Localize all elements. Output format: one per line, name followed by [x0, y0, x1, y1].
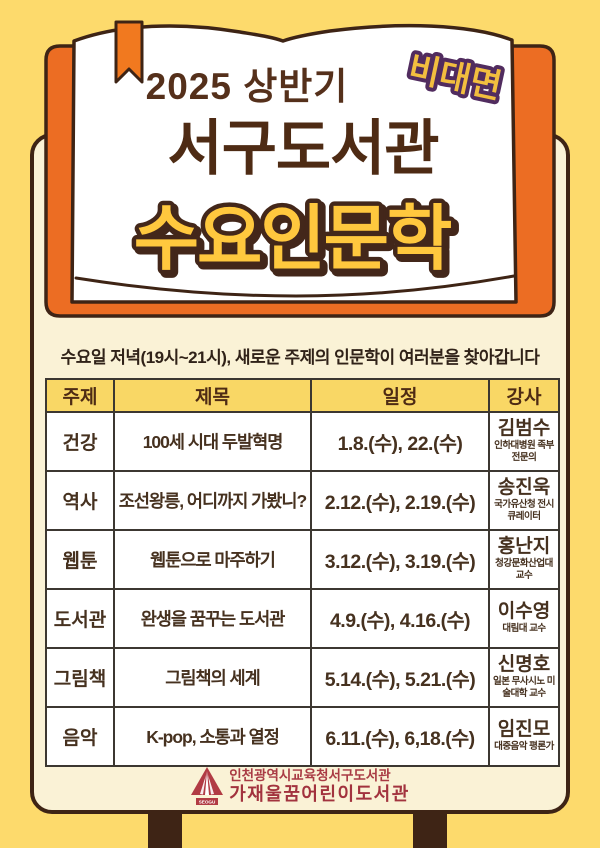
page-bottom-curve	[74, 274, 516, 298]
library-logo-icon: SEOGU	[191, 767, 224, 805]
footer-branding: SEOGU 인천광역시교육청서구도서관 가재울꿈어린이도서관	[34, 766, 566, 808]
cell-schedule: 5.14.(수), 5.21.(수)	[310, 647, 490, 708]
cell-schedule: 6.11.(수), 6,18.(수)	[310, 706, 490, 767]
cell-topic: 웹툰	[45, 529, 115, 590]
lecturer-name: 이수영	[497, 600, 551, 622]
cell-topic: 건강	[45, 411, 115, 472]
schedule-table-wrap: 주제 제목 일정 강사 건강 100세 시대 두발혁명 1.8.(수), 22.…	[45, 378, 560, 767]
logo-text: SEOGU	[199, 799, 216, 804]
org-name-line1: 인천광역시교육청서구도서관	[229, 768, 391, 784]
cell-lecturer: 김범수 인하대병원 족부전문의	[488, 411, 560, 472]
cell-title: 그림책의 세계	[113, 647, 312, 708]
cell-topic: 음악	[45, 706, 115, 767]
table-row: 음악 K-pop, 소통과 열정 6.11.(수), 6,18.(수) 임진모 …	[45, 706, 560, 767]
cell-schedule: 4.9.(수), 4.16.(수)	[310, 588, 490, 649]
cell-title: 웹툰으로 마주하기	[113, 529, 312, 590]
col-header-topic: 주제	[45, 378, 115, 413]
lecturer-affiliation: 청강문화산업대 교수	[495, 557, 553, 581]
col-header-schedule: 일정	[310, 378, 490, 413]
org-name-line2: 가재울꿈어린이도서관	[229, 784, 410, 805]
col-header-title: 제목	[113, 378, 312, 413]
cell-schedule: 2.12.(수), 2.19.(수)	[310, 470, 490, 531]
stand-leg-left	[148, 810, 182, 848]
season-title: 2025 상반기	[146, 66, 349, 107]
book-illustration: 2025 상반기 서구도서관 수요인문학 수요인문학 비대면	[44, 20, 556, 318]
cell-topic: 그림책	[45, 647, 115, 708]
table-header-row: 주제 제목 일정 강사	[45, 378, 560, 413]
cell-lecturer: 임진모 대중음악 평론가	[488, 706, 560, 767]
lecturer-name: 김범수	[497, 417, 551, 439]
poster-subtitle: 수요일 저녁(19시~21시), 새로운 주제의 인문학이 여러분을 찾아갑니다	[60, 348, 540, 367]
lecturer-affiliation: 국가유산청 전시 큐레이터	[494, 498, 554, 522]
cell-title: 100세 시대 두발혁명	[113, 411, 312, 472]
table-row: 그림책 그림책의 세계 5.14.(수), 5.21.(수) 신명호 일본 무사…	[45, 647, 560, 708]
lecturer-affiliation: 일본 무사시노 미술대학 교수	[493, 675, 555, 699]
lecturer-name: 임진모	[497, 718, 551, 740]
cell-schedule: 3.12.(수), 3.19.(수)	[310, 529, 490, 590]
lecturer-name: 신명호	[497, 653, 551, 675]
cell-lecturer: 이수영 대림대 교수	[488, 588, 560, 649]
lecturer-affiliation: 인하대병원 족부전문의	[494, 439, 554, 463]
cell-title: 완생을 꿈꾸는 도서관	[113, 588, 312, 649]
cell-title: 조선왕릉, 어디까지 가봤니?	[113, 470, 312, 531]
book-pages	[70, 23, 518, 304]
stand-leg-right	[413, 810, 447, 848]
lecturer-affiliation: 대중음악 평론가	[494, 740, 554, 752]
bookmark-ribbon-icon	[114, 20, 144, 84]
table-row: 건강 100세 시대 두발혁명 1.8.(수), 22.(수) 김범수 인하대병…	[45, 411, 560, 472]
schedule-table: 주제 제목 일정 강사 건강 100세 시대 두발혁명 1.8.(수), 22.…	[45, 378, 560, 767]
cell-topic: 역사	[45, 470, 115, 531]
cell-title: K-pop, 소통과 열정	[113, 706, 312, 767]
footer-text: 인천광역시교육청서구도서관 가재울꿈어린이도서관	[229, 768, 410, 806]
lecturer-affiliation: 대림대 교수	[502, 622, 546, 634]
program-title-shadow: 수요인문학	[137, 203, 454, 282]
table-row: 웹툰 웹툰으로 마주하기 3.12.(수), 3.19.(수) 홍난지 청강문화…	[45, 529, 560, 590]
cell-lecturer: 신명호 일본 무사시노 미술대학 교수	[488, 647, 560, 708]
table-row: 도서관 완생을 꿈꾸는 도서관 4.9.(수), 4.16.(수) 이수영 대림…	[45, 588, 560, 649]
cell-topic: 도서관	[45, 588, 115, 649]
lecturer-name: 홍난지	[497, 535, 551, 557]
lecturer-name: 송진욱	[497, 476, 551, 498]
table-row: 역사 조선왕릉, 어디까지 가봤니? 2.12.(수), 2.19.(수) 송진…	[45, 470, 560, 531]
program-title: 수요인문학	[134, 200, 451, 279]
library-name: 서구도서관	[168, 115, 439, 182]
cell-schedule: 1.8.(수), 22.(수)	[310, 411, 490, 472]
cell-lecturer: 홍난지 청강문화산업대 교수	[488, 529, 560, 590]
cell-lecturer: 송진욱 국가유산청 전시 큐레이터	[488, 470, 560, 531]
col-header-lecturer: 강사	[488, 378, 560, 413]
